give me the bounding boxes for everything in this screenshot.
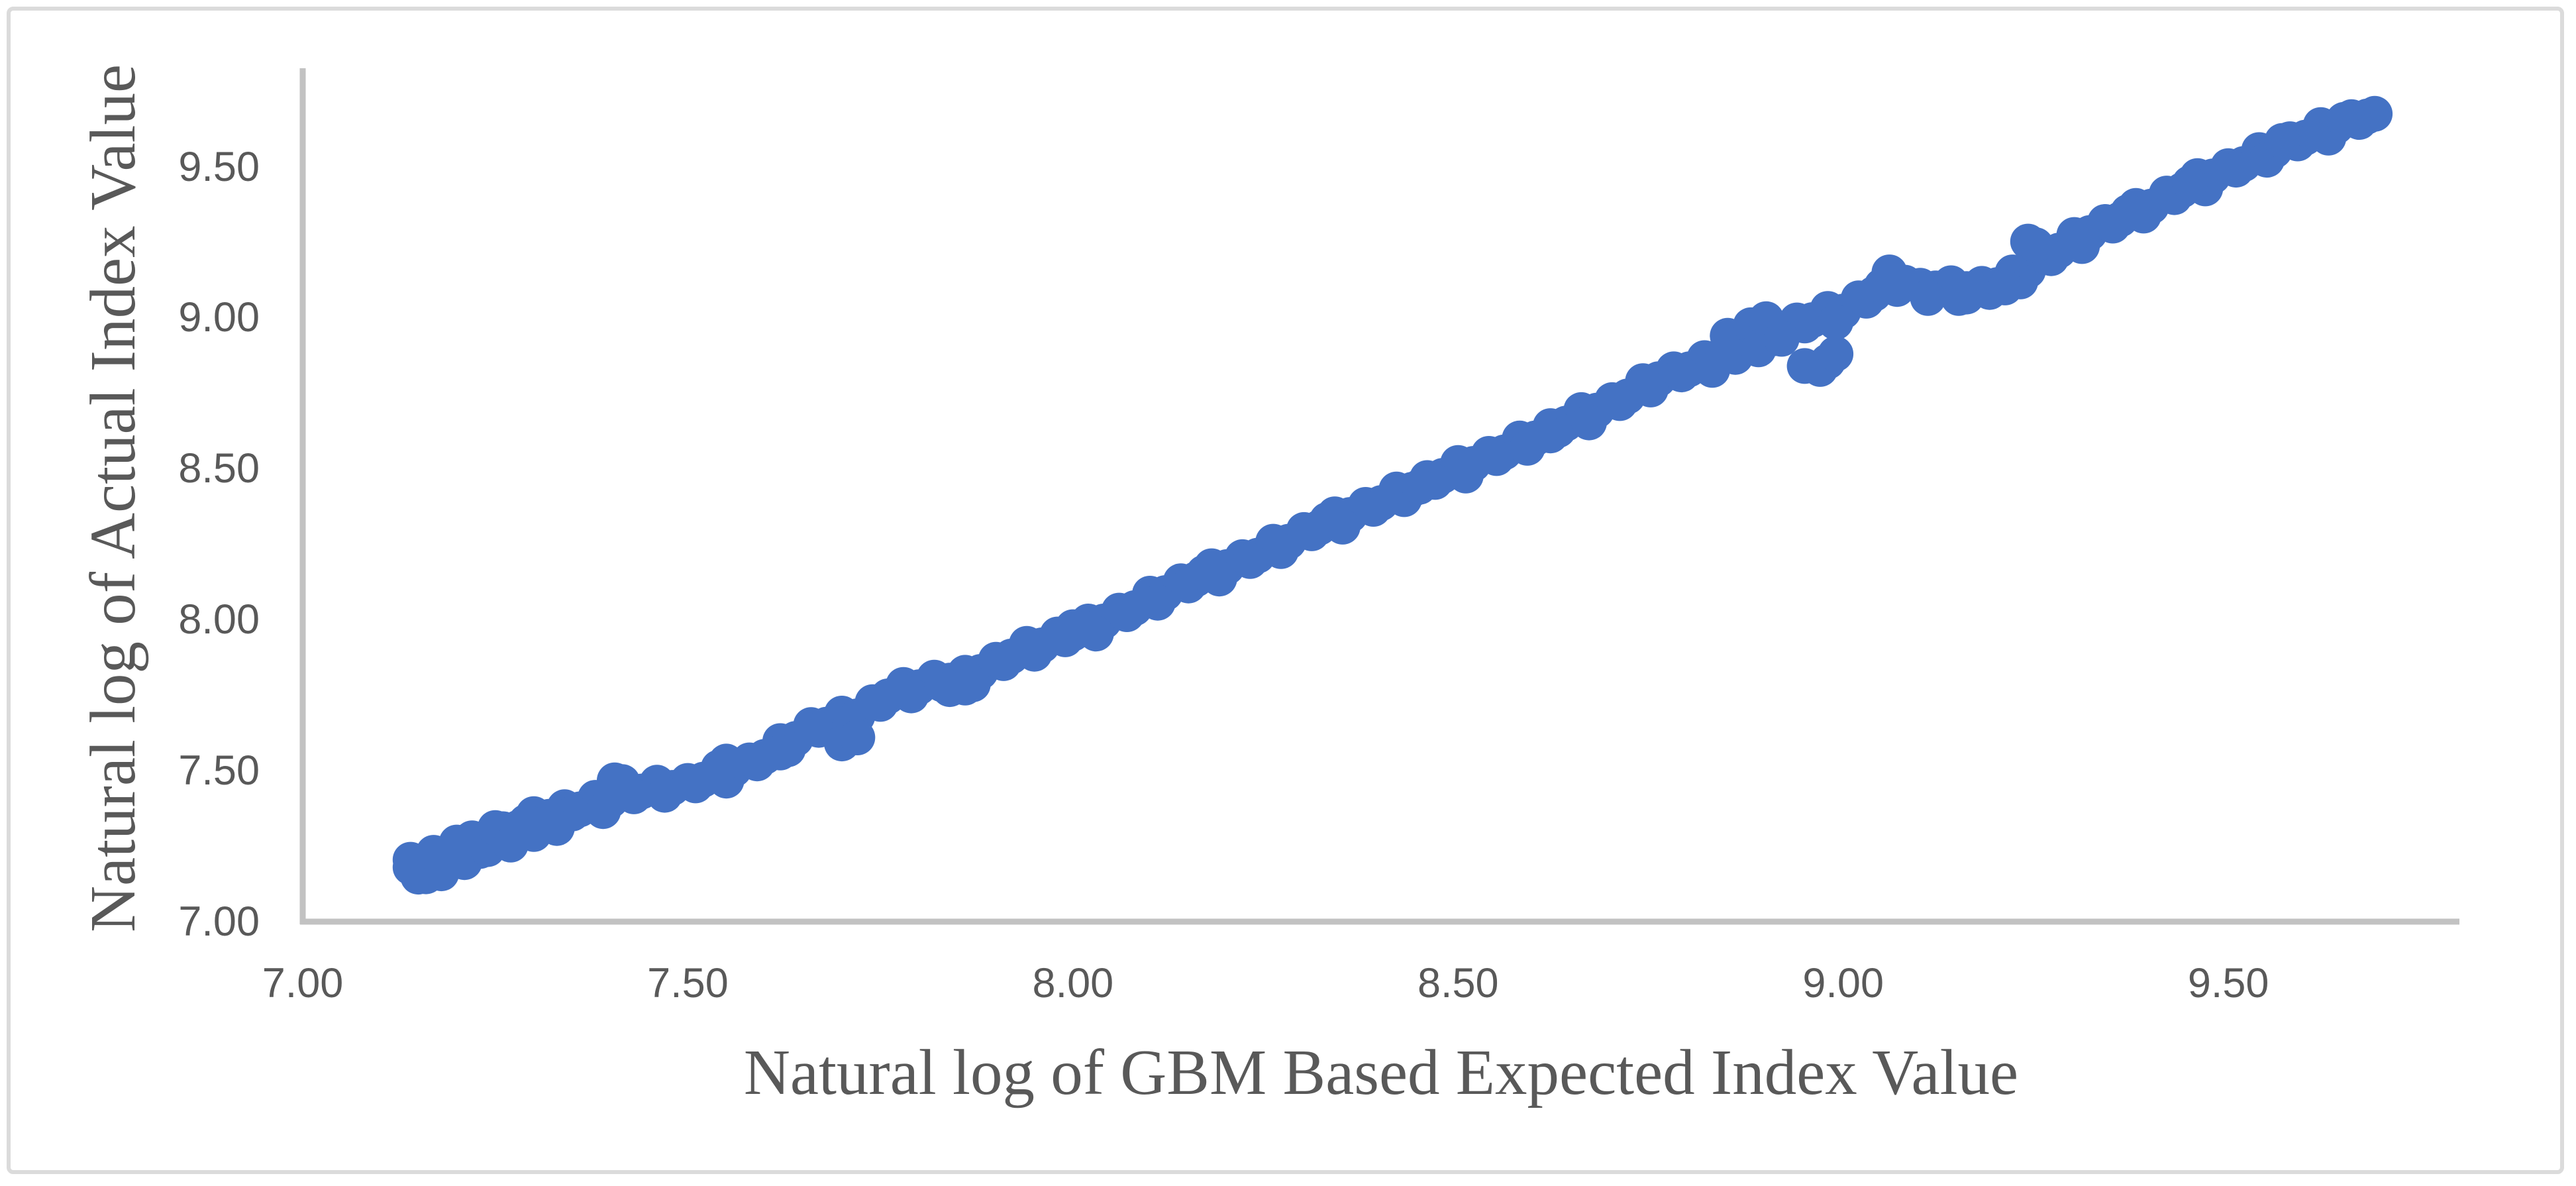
data-point [1763, 321, 1800, 357]
data-point [2018, 227, 2054, 264]
data-point [2218, 152, 2254, 188]
data-point [604, 764, 641, 800]
y-tick-label: 7.00 [178, 898, 260, 945]
data-point [1186, 555, 1222, 591]
scatter-series [392, 95, 2393, 895]
data-point [1309, 502, 1345, 538]
data-point [1986, 269, 2023, 305]
data-point [2172, 165, 2208, 201]
data-point [1532, 417, 1569, 454]
x-axis-title: Natural log of GBM Based Expected Index … [743, 1037, 2019, 1108]
data-point [1355, 491, 1392, 527]
y-tick-label: 9.00 [178, 294, 260, 341]
y-tick-label: 7.50 [178, 747, 260, 794]
data-point [1262, 533, 1299, 569]
data-point [1818, 304, 1854, 341]
data-point [708, 743, 745, 780]
data-point [839, 720, 876, 755]
data-point [1232, 543, 1268, 579]
data-point [2264, 123, 2300, 159]
x-tick-label: 8.50 [1417, 960, 1499, 1006]
data-point [1602, 385, 1638, 421]
y-tick-label: 8.50 [178, 445, 260, 492]
x-tick-label: 9.00 [1802, 960, 1884, 1006]
data-point [678, 767, 714, 804]
data-point [2110, 193, 2146, 230]
data-point [2326, 101, 2362, 138]
data-point [886, 674, 921, 710]
x-tick-label: 9.50 [2187, 960, 2269, 1006]
x-tick-label: 7.50 [647, 960, 729, 1006]
data-point [539, 810, 575, 846]
data-point [1016, 635, 1053, 672]
data-point [646, 777, 683, 813]
data-point [762, 734, 798, 771]
data-point [1663, 356, 1700, 393]
data-point [2064, 228, 2100, 264]
data-point [1910, 280, 1946, 316]
data-point [2357, 95, 2393, 132]
data-point [585, 793, 621, 830]
data-point [986, 645, 1022, 681]
x-tick-label: 7.00 [262, 960, 344, 1006]
data-point [1139, 584, 1176, 621]
y-axis-title: Natural log of Actual Index Value [77, 64, 148, 933]
data-point [1447, 457, 1484, 494]
y-tick-label: 9.50 [178, 143, 260, 190]
y-tick-label: 8.00 [178, 596, 260, 643]
data-point [947, 669, 984, 706]
data-point [1633, 371, 1669, 407]
data-point [1571, 404, 1607, 441]
axes [299, 68, 2459, 925]
x-tick-label: 8.00 [1032, 960, 1114, 1006]
data-point [1818, 336, 1854, 372]
data-point [1478, 440, 1515, 476]
data-point [1109, 596, 1145, 632]
data-point [1402, 468, 1438, 505]
data-point [1055, 609, 1091, 645]
data-point [1879, 263, 1916, 299]
